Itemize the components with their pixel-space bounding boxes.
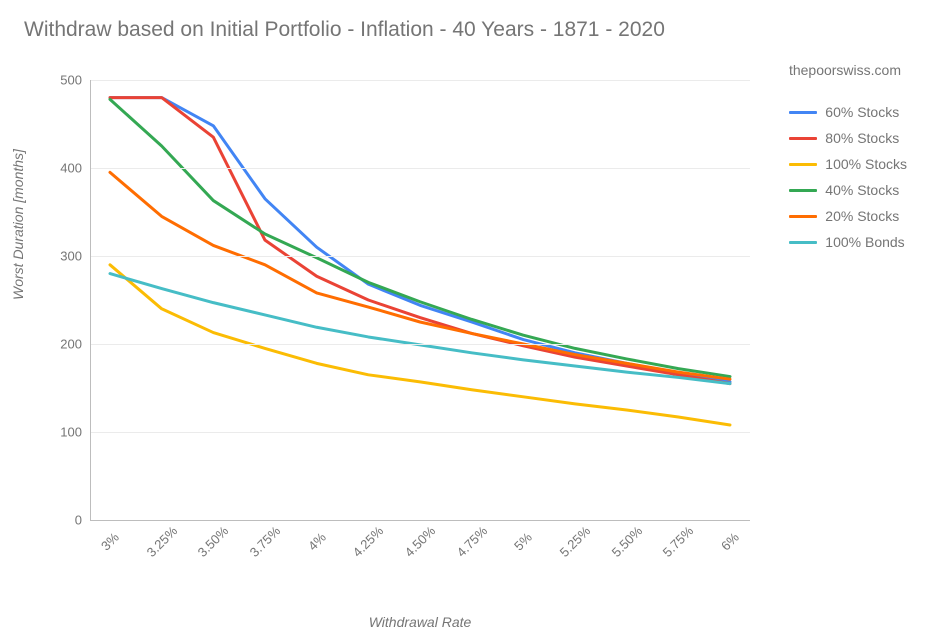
y-tick-label: 200 [60,337,82,352]
y-tick-label: 100 [60,425,82,440]
legend-item: 100% Stocks [789,156,907,172]
y-axis-line [90,80,91,520]
x-tick-label: 5.75% [660,523,697,560]
plot-area: 01002003004005003%3.25%3.50%3.75%4%4.25%… [90,80,750,520]
legend-label: 40% Stocks [825,182,899,198]
gridline [90,168,750,169]
legend-label: 100% Bonds [825,234,904,250]
x-tick-label: 4% [305,530,329,554]
legend-swatch [789,111,817,114]
x-axis-label: Withdrawal Rate [90,614,750,630]
legend: 60% Stocks 80% Stocks 100% Stocks 40% Stock… [789,104,907,260]
legend-item: 80% Stocks [789,130,907,146]
legend-swatch [789,215,817,218]
chart-container: Withdraw based on Initial Portfolio - In… [0,0,935,644]
gridline [90,256,750,257]
gridline [90,432,750,433]
x-tick-label: 5.50% [608,523,645,560]
legend-item: 40% Stocks [789,182,907,198]
legend-label: 60% Stocks [825,104,899,120]
x-tick-label: 3.25% [143,523,180,560]
x-tick-label: 4.25% [350,523,387,560]
x-tick-label: 5% [511,530,535,554]
legend-swatch [789,163,817,166]
legend-swatch [789,137,817,140]
x-tick-label: 6% [718,530,742,554]
x-tick-label: 4.50% [402,523,439,560]
x-tick-label: 3.50% [195,523,232,560]
x-tick-label: 3.75% [247,523,284,560]
x-tick-label: 5.25% [557,523,594,560]
y-tick-label: 400 [60,161,82,176]
gridline [90,344,750,345]
legend-item: 20% Stocks [789,208,907,224]
legend-label: 80% Stocks [825,130,899,146]
legend-label: 100% Stocks [825,156,907,172]
legend-item: 100% Bonds [789,234,907,250]
legend-swatch [789,241,817,244]
legend-swatch [789,189,817,192]
x-tick-label: 3% [98,530,122,554]
chart-title: Withdraw based on Initial Portfolio - In… [24,18,665,42]
series-line [110,172,730,379]
gridline [90,520,750,521]
gridline [90,80,750,81]
legend-item: 60% Stocks [789,104,907,120]
y-tick-label: 300 [60,249,82,264]
attribution: thepoorswiss.com [789,62,901,78]
y-axis-label: Worst Duration [months] [10,149,26,300]
line-layer [90,80,750,520]
x-tick-label: 4.75% [453,523,490,560]
y-tick-label: 0 [75,513,82,528]
legend-label: 20% Stocks [825,208,899,224]
y-tick-label: 500 [60,73,82,88]
